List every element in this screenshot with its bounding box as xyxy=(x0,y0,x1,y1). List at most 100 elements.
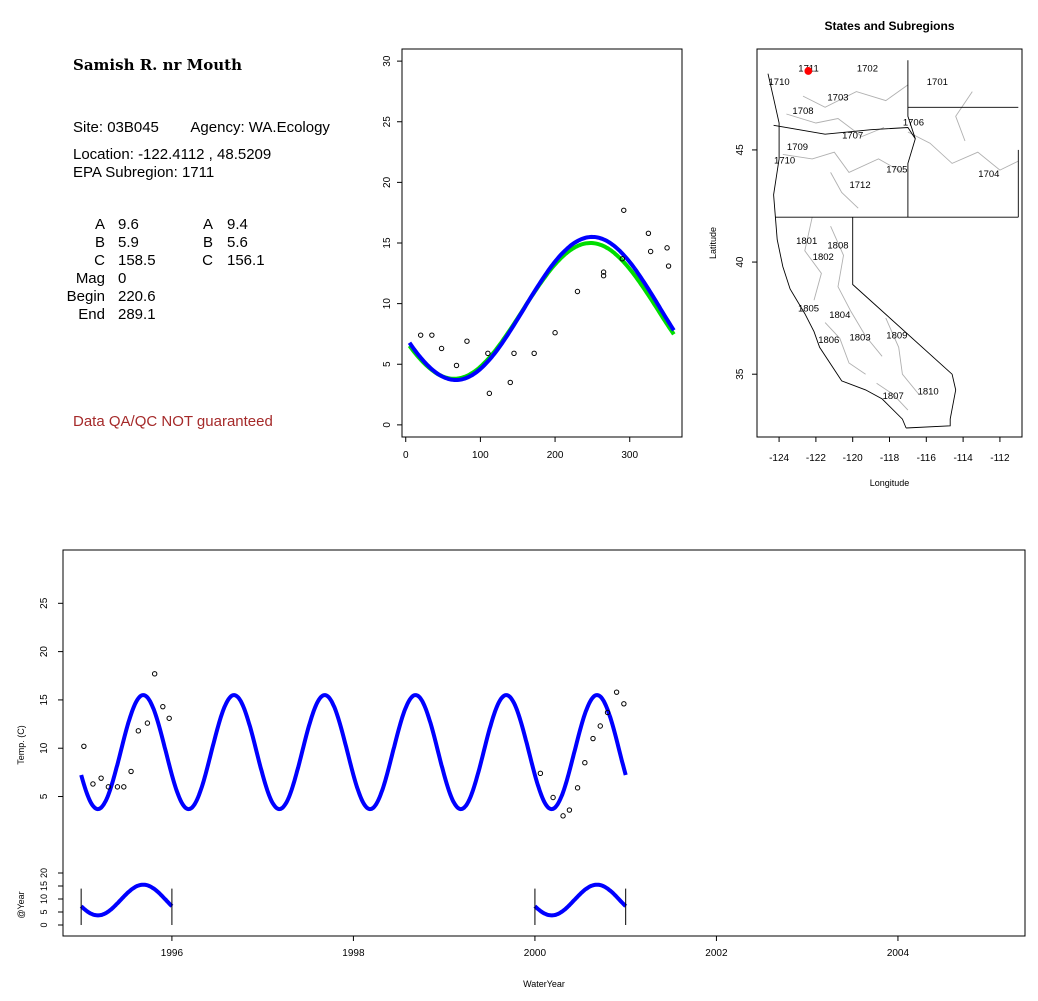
ts-data-point xyxy=(98,775,104,781)
subregion-boundary xyxy=(782,151,903,173)
data-point xyxy=(511,350,517,357)
y-tick-label: 5 xyxy=(382,361,393,367)
region-label: 1806 xyxy=(818,335,839,346)
ts-y-tick-label: 5 xyxy=(39,793,50,799)
ts-y-tick-label: 10 xyxy=(39,742,50,754)
data-point xyxy=(665,263,672,269)
data-point xyxy=(645,230,652,237)
coef-right-values: 9.4 5.6 156.1 xyxy=(227,216,265,270)
map-x-tick-label: -118 xyxy=(880,453,900,464)
data-point xyxy=(507,379,513,386)
ts-sub-y-tick-label: 10 xyxy=(39,894,49,904)
subregion-boundary xyxy=(824,322,866,375)
map-x-tick-label: -116 xyxy=(917,453,937,464)
map-geometry: 1702170117111710170317081706170717091710… xyxy=(767,60,1019,429)
region-label: 1810 xyxy=(918,386,939,397)
x-tick-label: 200 xyxy=(547,450,564,461)
y-tick-label: 0 xyxy=(382,422,393,428)
region-label: 1704 xyxy=(978,169,999,180)
map-x-label: Longitude xyxy=(870,478,910,488)
data-point xyxy=(621,207,627,213)
coef-left-labels: A B C Mag Begin End xyxy=(55,216,105,324)
ts-frame xyxy=(62,549,1026,937)
subregion-boundary xyxy=(830,226,883,357)
ts-data-point xyxy=(604,709,611,716)
ts-data-point xyxy=(128,768,134,775)
data-point xyxy=(429,332,435,338)
data-point xyxy=(664,245,670,251)
data-point xyxy=(531,350,537,357)
state-boundary xyxy=(767,73,907,429)
data-point xyxy=(417,332,424,338)
region-label: 1708 xyxy=(792,106,813,117)
region-label: 1802 xyxy=(813,252,834,263)
coef-label: C xyxy=(94,252,105,269)
fit-curve xyxy=(407,241,676,381)
x-tick-label: 0 xyxy=(403,450,409,461)
ts-x-tick-label: 2002 xyxy=(705,948,728,959)
state-boundary xyxy=(773,124,916,139)
subregion-boundary xyxy=(876,382,909,411)
agency-name: WA.Ecology xyxy=(248,119,330,136)
ts-data-point xyxy=(144,720,151,726)
x-tick-label: 100 xyxy=(472,450,489,461)
region-label: 1804 xyxy=(829,310,850,321)
ts-data-point xyxy=(90,781,96,787)
location-value: -122.4112 , 48.5209 xyxy=(138,146,272,163)
data-point xyxy=(619,256,625,262)
subregion-boundary xyxy=(885,317,920,395)
y-tick-label: 20 xyxy=(382,176,393,188)
ts-y-tick-label: 25 xyxy=(39,597,50,609)
region-label: 1709 xyxy=(787,142,808,153)
subregion-boundary xyxy=(907,131,1019,171)
region-label: 1710 xyxy=(769,77,790,88)
ts-sub-fit-curve xyxy=(79,882,174,918)
ts-fit-curve xyxy=(79,693,628,812)
coef-right-labels: A B C xyxy=(180,216,213,270)
y-tick-label: 25 xyxy=(382,116,393,128)
ts-data-point xyxy=(121,784,127,790)
y-tick-label: 10 xyxy=(382,298,393,310)
region-label: 1702 xyxy=(857,63,878,74)
region-label: 1707 xyxy=(842,131,863,142)
data-point xyxy=(647,248,654,255)
region-label: 1803 xyxy=(849,333,870,344)
coef-label: Mag xyxy=(75,270,105,287)
coef-value: 158.5 xyxy=(118,252,156,269)
ts-y-tick-label: 15 xyxy=(39,694,50,706)
coef-value: 9.6 xyxy=(118,216,139,233)
site-line: Site: 03B045 Agency: WA.Ecology xyxy=(73,119,330,137)
coef-value: 220.6 xyxy=(118,288,156,305)
map-x-tick-label: -122 xyxy=(806,453,826,464)
subregion-boundary xyxy=(955,91,973,142)
ts-data-point xyxy=(590,735,596,742)
region-label: 1809 xyxy=(886,330,907,341)
fit-curve xyxy=(407,234,676,382)
coef-value: 289.1 xyxy=(118,306,156,323)
region-label: 1703 xyxy=(827,93,848,104)
ts-sub-y-tick-label: 20 xyxy=(39,868,49,878)
region-label: 1710 xyxy=(774,155,795,166)
site-id: 03B045 xyxy=(107,119,159,136)
ts-data-point xyxy=(135,728,142,734)
data-point xyxy=(485,350,491,357)
coef-label: End xyxy=(78,306,105,323)
data-point xyxy=(600,273,607,279)
ts-data-point xyxy=(105,784,112,790)
subregion-line: EPA Subregion: 1711 xyxy=(73,164,214,182)
coef-value: 0 xyxy=(118,270,127,287)
site-label: Site: xyxy=(73,119,104,136)
data-point xyxy=(486,390,493,397)
qa-note: Data QA/QC NOT guaranteed xyxy=(73,413,273,430)
region-label: 1808 xyxy=(827,241,848,252)
x-tick-label: 300 xyxy=(621,450,638,461)
ts-x-label: WaterYear xyxy=(523,979,565,989)
data-point xyxy=(552,330,558,336)
subregion-boundary xyxy=(804,217,822,301)
ts-sub-y-tick-label: 15 xyxy=(39,881,49,891)
data-point xyxy=(453,362,460,369)
map-x-tick-label: -120 xyxy=(843,453,863,464)
map-y-label: Latitude xyxy=(708,227,718,259)
ts-sub-y-tick-label: 0 xyxy=(39,922,49,927)
map-x-tick-label: -114 xyxy=(953,453,973,464)
